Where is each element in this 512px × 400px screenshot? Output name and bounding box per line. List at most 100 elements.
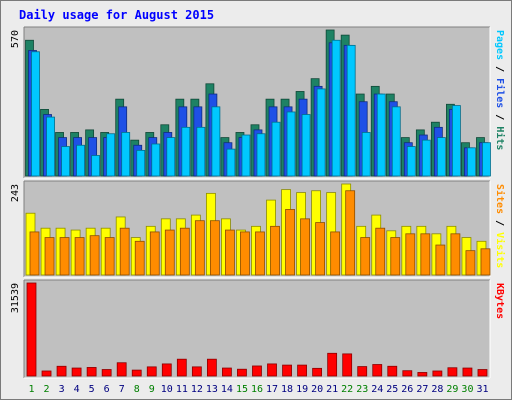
panel-2-series-label: Sites / Visits (494, 184, 506, 268)
x-tick-day-2: 2 (44, 384, 50, 395)
x-tick-day-23: 23 (356, 384, 368, 395)
x-tick-day-11: 11 (176, 384, 188, 395)
bar-kbytes-day-2 (41, 370, 52, 377)
x-tick-day-19: 19 (296, 384, 308, 395)
bar-sites-day-6 (104, 237, 115, 276)
bar-kbytes-day-23 (357, 366, 368, 377)
bar-pages-day-9 (151, 143, 161, 177)
bar-sites-day-24 (375, 227, 386, 276)
bar-sites-day-11 (179, 227, 190, 276)
x-tick-day-7: 7 (119, 384, 125, 395)
bar-pages-day-19 (301, 114, 311, 177)
bar-kbytes-day-4 (71, 367, 82, 377)
bar-kbytes-day-11 (176, 358, 187, 377)
x-tick-day-25: 25 (386, 384, 398, 395)
bar-kbytes-day-19 (297, 364, 307, 377)
x-tick-day-4: 4 (74, 384, 80, 395)
bar-sites-day-10 (164, 229, 175, 276)
bar-sites-day-15 (240, 231, 250, 276)
series-label-part: / (494, 214, 505, 232)
bar-kbytes-day-9 (146, 366, 157, 377)
bar-pages-day-10 (166, 137, 176, 177)
bar-pages-day-21 (331, 39, 341, 177)
bar-kbytes-day-15 (237, 368, 247, 377)
bar-pages-day-6 (106, 133, 116, 177)
chart-title: Daily usage for August 2015 (19, 8, 214, 22)
bar-pages-day-20 (316, 88, 326, 177)
x-tick-day-10: 10 (161, 384, 173, 395)
bar-kbytes-day-12 (191, 366, 202, 377)
bar-sites-day-9 (149, 231, 160, 276)
bar-kbytes-day-1 (26, 282, 37, 377)
series-label-part: Visits (494, 232, 506, 268)
x-tick-day-26: 26 (401, 384, 413, 395)
panel-2-max-label: 243 (10, 184, 21, 202)
panel-1-max-label: 570 (10, 30, 21, 48)
bar-pages-day-2 (46, 116, 55, 177)
bar-sites-day-26 (405, 233, 416, 276)
bar-sites-day-23 (360, 237, 371, 276)
bar-pages-day-15 (241, 134, 251, 177)
x-tick-day-6: 6 (104, 384, 110, 395)
panel-3-max-label: 31539 (10, 283, 21, 313)
bar-sites-day-17 (270, 225, 280, 276)
bar-pages-day-29 (451, 105, 461, 177)
bar-pages-day-25 (391, 106, 401, 177)
x-tick-day-5: 5 (89, 384, 95, 395)
bar-kbytes-day-3 (56, 365, 67, 377)
x-tick-day-18: 18 (281, 384, 293, 395)
x-tick-day-15: 15 (236, 384, 248, 395)
series-label-part: Files (494, 78, 506, 108)
panel-3-bg (24, 280, 490, 378)
bar-sites-day-22 (345, 190, 356, 276)
bar-pages-day-26 (406, 146, 416, 177)
x-tick-day-9: 9 (149, 384, 155, 395)
bar-kbytes-day-18 (282, 364, 292, 377)
bar-sites-day-3 (59, 237, 70, 276)
bar-sites-day-25 (390, 237, 401, 276)
bar-pages-day-31 (482, 142, 491, 177)
bar-pages-day-22 (346, 44, 356, 177)
x-tick-day-29: 29 (446, 384, 458, 395)
bar-sites-day-30 (465, 250, 476, 276)
series-label-part: Pages (494, 30, 505, 60)
bar-kbytes-day-29 (447, 367, 458, 377)
bar-kbytes-day-28 (432, 370, 443, 377)
bar-sites-day-14 (225, 229, 235, 276)
bar-kbytes-day-21 (327, 352, 338, 377)
bar-sites-day-2 (44, 237, 55, 276)
bar-kbytes-day-10 (161, 363, 172, 377)
x-tick-day-20: 20 (311, 384, 323, 395)
bar-sites-day-5 (89, 235, 100, 276)
x-tick-day-3: 3 (59, 384, 65, 395)
bar-sites-day-18 (285, 209, 295, 276)
bar-sites-day-8 (134, 240, 145, 276)
x-tick-day-27: 27 (416, 384, 428, 395)
bar-sites-day-19 (300, 218, 310, 276)
panel-1-series-label: Pages / Files / Hits (494, 30, 506, 150)
bar-sites-day-28 (435, 244, 446, 276)
series-label-part: KBytes (494, 283, 505, 319)
panel-3-series-label: KBytes (494, 283, 505, 319)
bar-sites-day-12 (194, 220, 205, 276)
bar-sites-day-20 (315, 222, 326, 276)
bar-kbytes-day-13 (206, 358, 217, 377)
bar-kbytes-day-8 (131, 369, 142, 377)
bar-pages-day-24 (376, 93, 386, 177)
x-tick-day-14: 14 (221, 384, 233, 395)
bar-sites-day-31 (480, 248, 491, 276)
bar-sites-day-27 (420, 233, 431, 276)
bar-pages-day-28 (436, 137, 446, 177)
bar-sites-day-29 (450, 233, 461, 276)
bar-pages-day-8 (136, 149, 146, 177)
x-tick-day-24: 24 (371, 384, 383, 395)
bar-kbytes-day-16 (252, 365, 262, 377)
x-tick-day-13: 13 (206, 384, 218, 395)
bar-kbytes-day-5 (86, 367, 97, 377)
bar-sites-day-16 (255, 231, 265, 276)
bar-pages-day-27 (421, 139, 431, 177)
bar-pages-day-11 (181, 126, 191, 177)
x-tick-day-22: 22 (341, 384, 353, 395)
bar-pages-day-23 (361, 132, 371, 177)
